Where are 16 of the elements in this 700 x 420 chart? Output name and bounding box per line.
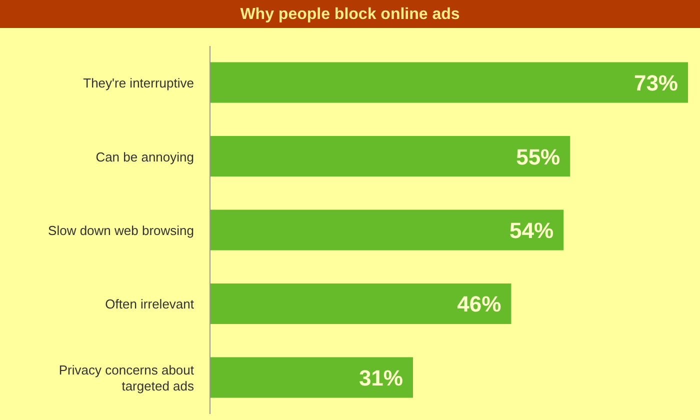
bar [210,136,570,177]
y-tick-label: Can be annoying [96,149,194,164]
y-tick-label: Often irrelevant [105,296,194,312]
y-tick-label: Privacy concerns about targeted ads [58,362,194,394]
bar [210,357,413,398]
bar [210,210,564,250]
data-label: 55% [516,144,560,170]
bar [210,62,688,103]
y-tick-label: They're interruptive [83,76,194,91]
data-label: 46% [457,292,502,317]
bar [210,283,512,324]
data-label: 31% [358,365,403,390]
data-label: 54% [510,218,554,243]
data-label: 73% [634,70,678,96]
y-tick-label: Slow down web browsing [48,223,194,238]
chart-title: Why people block online ads [240,6,460,23]
